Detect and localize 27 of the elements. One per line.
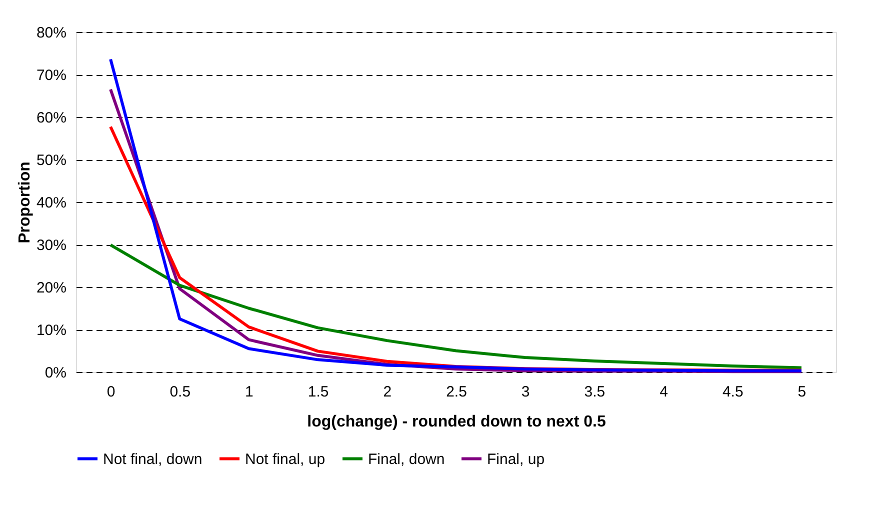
y-tick-label: 40% (36, 194, 66, 212)
x-tick-label: 0.5 (170, 384, 191, 400)
y-tick-label: 70% (36, 67, 66, 84)
legend-label: Final, down (368, 450, 445, 468)
y-tick-label: 10% (36, 322, 66, 339)
x-tick-label: 3 (521, 384, 530, 400)
y-tick-label: 30% (36, 237, 66, 254)
x-tick-label: 1.5 (308, 384, 329, 400)
legend-label: Not final, down (103, 450, 202, 468)
x-tick-label: 5 (798, 384, 806, 400)
x-axis-title: log(change) - rounded down to next 0.5 (307, 414, 606, 430)
line-series (109, 243, 803, 370)
legend-label: Not final, up (245, 450, 326, 468)
y-tick-label: 50% (36, 152, 66, 169)
x-tick-label: 4 (660, 384, 668, 400)
legend-label: Final, up (487, 450, 545, 468)
x-tick-label: 2 (383, 384, 392, 400)
y-tick-label: 20% (36, 280, 66, 296)
x-tick-label: 0 (106, 384, 116, 400)
x-tick-label: 2.5 (446, 384, 467, 400)
x-tick-label: 3.5 (584, 384, 606, 400)
y-tick-label: 80% (36, 24, 66, 42)
y-tick-label: 60% (36, 110, 66, 126)
y-tick-label: 0% (44, 364, 66, 382)
y-axis-title: Proportion (16, 162, 34, 244)
x-tick-label: 1 (245, 384, 254, 400)
x-tick-label: 4.5 (722, 384, 744, 400)
